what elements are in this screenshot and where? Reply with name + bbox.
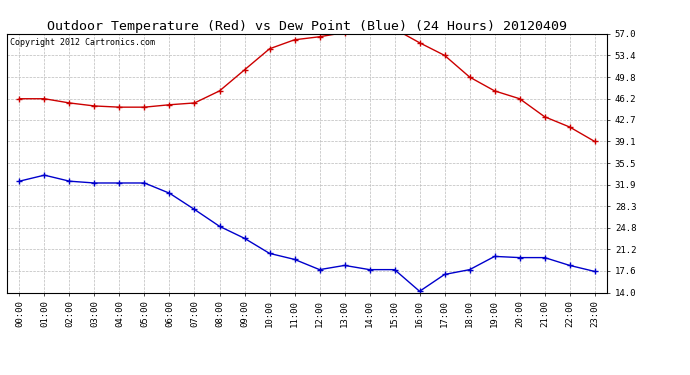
Text: Copyright 2012 Cartronics.com: Copyright 2012 Cartronics.com [10, 38, 155, 46]
Title: Outdoor Temperature (Red) vs Dew Point (Blue) (24 Hours) 20120409: Outdoor Temperature (Red) vs Dew Point (… [47, 20, 567, 33]
